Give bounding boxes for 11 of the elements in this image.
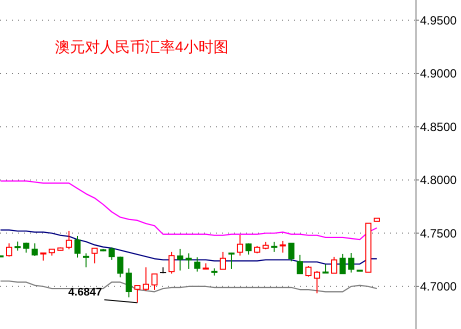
annotation: 4.6847 — [68, 286, 102, 299]
y-tick-label: 4.9000 — [420, 66, 458, 81]
y-tick-label: 4.8500 — [420, 120, 458, 134]
y-tick-label: 4.8000 — [420, 173, 458, 188]
y-tick-label: 4.7500 — [420, 226, 458, 240]
text: 澳元对人民币汇率4小时图 — [55, 39, 228, 56]
y-tick-label: 4.7000 — [420, 280, 458, 294]
candlestick — [186, 252, 192, 270]
y-tick-label: 4.9500 — [420, 13, 458, 28]
line-series — [0, 180, 378, 240]
candlestick — [177, 248, 184, 272]
